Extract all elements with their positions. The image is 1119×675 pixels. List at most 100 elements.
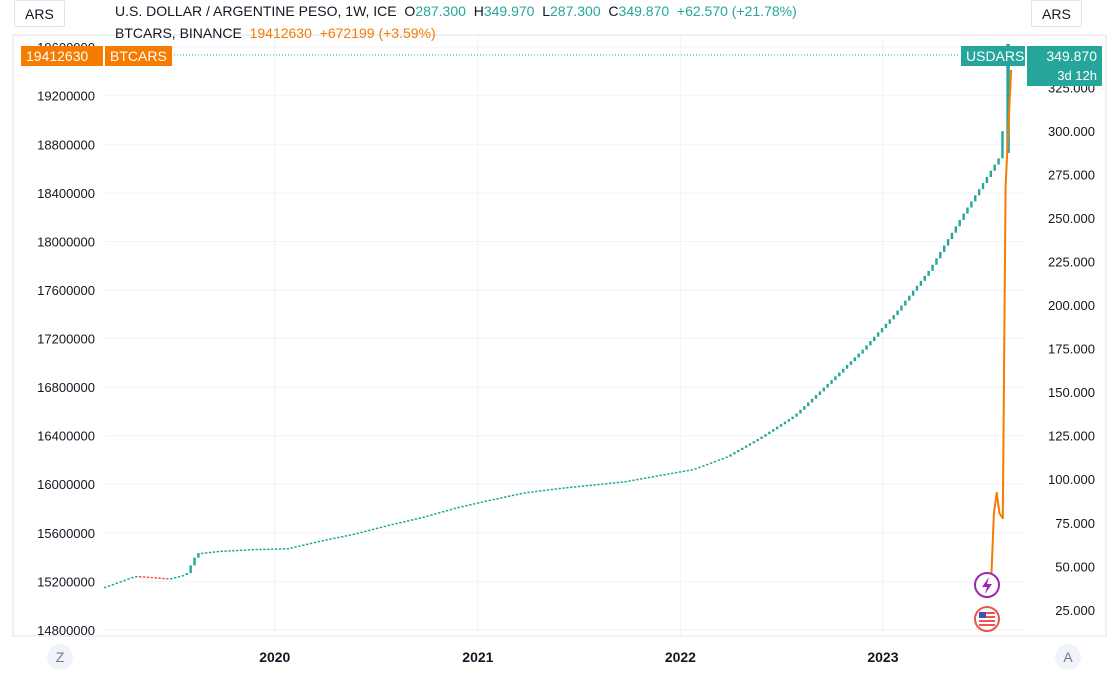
usdars-candle (888, 319, 892, 324)
left-price-tag-label: BTCARS (105, 46, 172, 66)
usdars-candle (620, 481, 623, 483)
usdars-candle (146, 576, 150, 579)
usdars-candle (337, 536, 340, 539)
usdars-candle (356, 532, 359, 535)
usdars-candle (131, 576, 134, 579)
compare-symbol-title: BTCARS, BINANCE (115, 25, 242, 41)
usdars-candle (216, 550, 220, 553)
time-tick-label: 2020 (259, 649, 290, 665)
usdars-candle (807, 402, 810, 407)
usdars-candle (255, 548, 258, 551)
usdars-candle (449, 508, 453, 511)
usdars-candle (655, 475, 658, 477)
usdars-candle (865, 345, 868, 350)
usdars-candle (616, 481, 620, 484)
usdars-candle (309, 542, 313, 545)
right-tick-label: 150.000 (1048, 385, 1095, 400)
right-unit-button[interactable]: ARS (1031, 0, 1082, 27)
main-legend[interactable]: U.S. DOLLAR / ARGENTINE PESO, 1W, ICE O2… (115, 3, 797, 19)
usdars-candle (232, 549, 235, 552)
left-tick-label: 18000000 (37, 234, 95, 249)
usdars-candle (974, 195, 977, 202)
usdars-candle (915, 285, 919, 291)
usdars-candle (107, 585, 111, 587)
usdars-candle (643, 477, 647, 479)
usdars-candle (989, 170, 992, 177)
right-tick-label: 125.000 (1048, 429, 1095, 444)
usdars-candle (271, 548, 274, 550)
usdars-candle (115, 582, 119, 584)
usdars-candle (519, 492, 523, 495)
usdars-candle (671, 472, 674, 475)
usdars-candle (861, 349, 864, 354)
usdars-candle (826, 383, 829, 388)
usdars-candle (962, 213, 965, 220)
usdars-candle (496, 497, 499, 500)
auto-scale-left-button[interactable]: Z (47, 644, 73, 670)
usdars-candle (201, 552, 204, 555)
usdars-candle (935, 258, 938, 265)
usdars-candle (313, 541, 317, 544)
lightning-icon[interactable] (974, 572, 1000, 598)
time-axis[interactable]: 2020 2021 2022 2023 (13, 635, 1106, 665)
usdars-candle (368, 529, 371, 532)
left-unit-button[interactable]: ARS (14, 0, 65, 27)
btcars-line (979, 69, 1013, 595)
usdars-candle (640, 478, 643, 480)
usdars-candle (465, 504, 468, 507)
left-tick-label: 18800000 (37, 137, 95, 152)
usdars-candle (399, 521, 402, 524)
auto-scale-right-button[interactable]: A (1055, 644, 1081, 670)
usdars-candle (302, 544, 305, 546)
left-tick-label: 17600000 (37, 283, 95, 298)
usdars-candle (651, 476, 655, 478)
usdars-candle (228, 550, 231, 552)
usdars-candle (830, 380, 833, 384)
usdars-candle (779, 424, 783, 427)
usdars-candle (834, 376, 837, 381)
usdars-candle (158, 577, 161, 579)
usdars-candle (119, 581, 122, 583)
usdars-candle (282, 548, 286, 550)
close-label: C (608, 3, 619, 19)
usdars-candle (500, 497, 503, 499)
usdars-candle (605, 482, 608, 485)
left-tick-label: 16800000 (37, 380, 95, 395)
usdars-candle (791, 416, 794, 420)
usdars-candle (414, 518, 418, 520)
usdars-candle (104, 586, 107, 589)
usdars-candle (162, 577, 165, 580)
usdars-candle (570, 486, 573, 489)
usdars-candle (768, 431, 771, 435)
usdars-candle (476, 502, 480, 504)
us-flag-icon[interactable] (974, 606, 1000, 632)
usdars-candle (752, 441, 756, 444)
right-tick-label: 225.000 (1048, 254, 1095, 269)
usdars-candle (492, 498, 495, 501)
usdars-candle (985, 176, 989, 184)
usdars-candle (142, 576, 146, 578)
usdars-candle (772, 429, 775, 432)
left-tick-label: 16400000 (37, 429, 95, 444)
usdars-candle (469, 504, 472, 506)
usdars-candle (628, 480, 631, 482)
usdars-candle (845, 364, 849, 369)
usdars-candle (593, 484, 596, 486)
usdars-candle (873, 336, 876, 342)
usdars-candle (434, 513, 437, 515)
time-tick-label: 2021 (462, 649, 493, 665)
usdars-candle (760, 436, 763, 439)
usdars-candle (942, 245, 946, 252)
usdars-candle (438, 512, 441, 514)
time-tick-label: 2023 (867, 649, 898, 665)
usdars-candle (461, 505, 464, 508)
compare-legend[interactable]: BTCARS, BINANCE 19412630 +672199 (+3.59%… (115, 25, 436, 41)
usdars-candle (154, 577, 157, 579)
usdars-candle (542, 489, 546, 492)
usdars-candle (748, 443, 752, 446)
plot-frame (12, 34, 1107, 637)
usdars-candle (348, 534, 352, 536)
usdars-candle (702, 465, 705, 467)
usdars-candle (539, 490, 542, 492)
